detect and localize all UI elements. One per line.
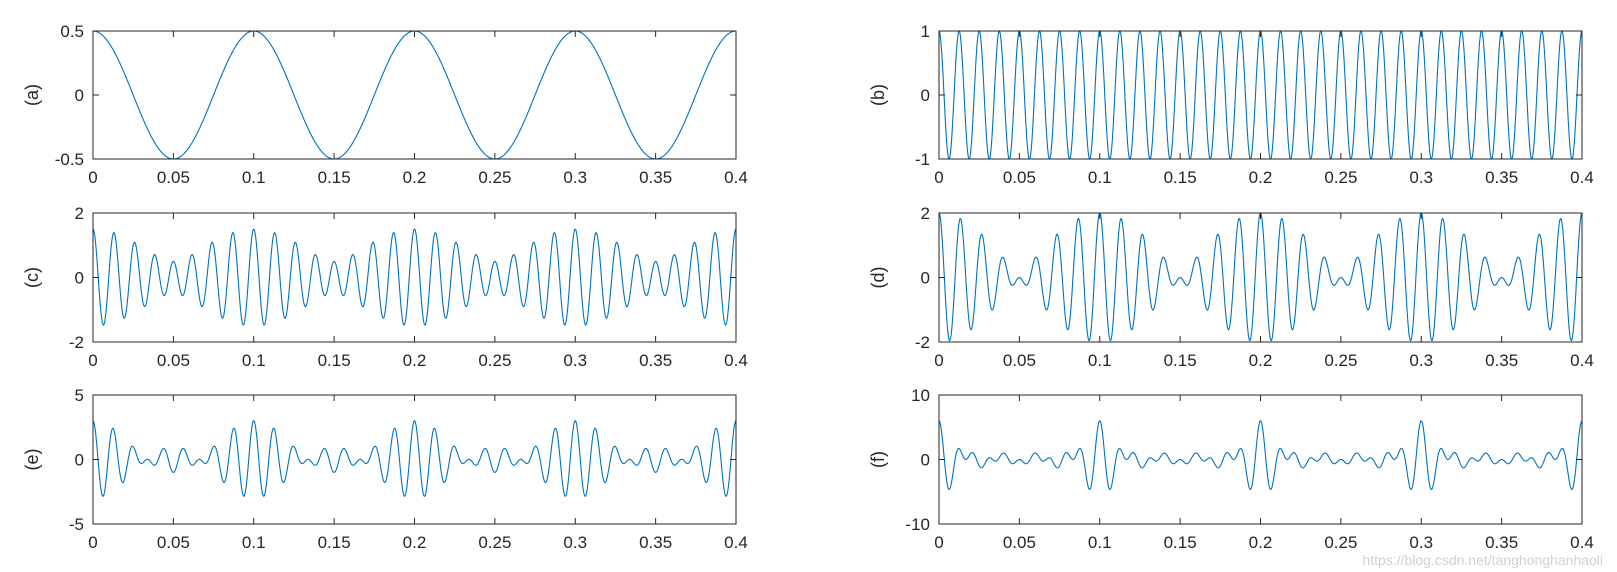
y-tick-label: 2 <box>75 204 84 223</box>
x-tick-label: 0.1 <box>242 168 266 187</box>
x-tick-label: 0.05 <box>157 533 190 552</box>
x-tick-label: 0.4 <box>724 351 748 370</box>
x-tick-label: 0.1 <box>242 533 266 552</box>
x-tick-label: 0.3 <box>1409 351 1433 370</box>
x-tick-label: 0.2 <box>403 351 427 370</box>
x-tick-label: 0.2 <box>403 533 427 552</box>
y-tick-label: 10 <box>911 386 930 405</box>
subplot-d: 0 0.05 0.1 0.15 0.2 0.25 0.3 0.35 0.4-202(d) <box>868 204 1594 370</box>
x-tick-label: 0.2 <box>1249 533 1273 552</box>
signal-line <box>938 212 1583 342</box>
axes-box <box>938 30 1583 160</box>
x-tick-label: 0.25 <box>478 168 511 187</box>
axes-box <box>92 212 737 343</box>
x-tick-label: 0.2 <box>1249 351 1273 370</box>
x-tick-label: 0.05 <box>157 168 190 187</box>
x-tick-label: 0.1 <box>242 351 266 370</box>
x-tick-label: 0.05 <box>1003 351 1036 370</box>
x-tick-label: 0.35 <box>1485 351 1518 370</box>
subplot-c: 0 0.05 0.1 0.15 0.2 0.25 0.3 0.35 0.4-202(c) <box>22 204 748 370</box>
y-tick-label: 0 <box>75 269 84 288</box>
x-tick-label: 0.35 <box>1485 533 1518 552</box>
x-tick-label: 0.25 <box>1324 533 1357 552</box>
x-tick-label: 0 <box>934 351 943 370</box>
x-tick-label: 0.25 <box>1324 351 1357 370</box>
x-tick-label: 0.3 <box>1409 533 1433 552</box>
x-tick-label: 0.3 <box>563 168 587 187</box>
x-tick-label: 0.1 <box>1088 533 1112 552</box>
axes-box <box>92 30 737 160</box>
x-tick-label: 0.15 <box>1164 533 1197 552</box>
x-tick-label: 0 <box>88 168 97 187</box>
y-axis-label: (a) <box>22 84 42 106</box>
x-tick-label: 0.1 <box>1088 168 1112 187</box>
x-tick-label: 0.15 <box>318 168 351 187</box>
subplot-b: 0 0.05 0.1 0.15 0.2 0.25 0.3 0.35 0.4-101(b) <box>868 22 1594 187</box>
x-tick-label: 0.2 <box>403 168 427 187</box>
watermark-text: https://blog.csdn.net/tanghonghanhaoli <box>1362 552 1603 568</box>
x-tick-label: 0.35 <box>639 351 672 370</box>
x-tick-label: 0.25 <box>1324 168 1357 187</box>
x-tick-label: 0.3 <box>563 533 587 552</box>
y-axis-label: (f) <box>868 451 888 468</box>
x-tick-label: 0.35 <box>639 168 672 187</box>
y-tick-label: 0.5 <box>60 22 84 41</box>
y-tick-label: -2 <box>69 333 84 352</box>
x-tick-label: 0.15 <box>318 351 351 370</box>
y-axis-label: (c) <box>22 267 42 288</box>
y-tick-label: 5 <box>75 386 84 405</box>
y-tick-label: -2 <box>915 333 930 352</box>
signal-line <box>938 30 1583 160</box>
y-tick-label: -10 <box>905 515 930 534</box>
x-tick-label: 0 <box>934 533 943 552</box>
x-tick-label: 0.1 <box>1088 351 1112 370</box>
x-tick-label: 0.4 <box>1570 351 1594 370</box>
signal-line <box>92 420 737 497</box>
signal-line <box>938 420 1583 491</box>
x-tick-label: 0.25 <box>478 351 511 370</box>
signal-line <box>92 228 737 326</box>
x-tick-label: 0.15 <box>318 533 351 552</box>
signal-line <box>93 30 736 160</box>
x-tick-label: 0.4 <box>724 533 748 552</box>
y-tick-label: 0 <box>75 86 84 105</box>
x-tick-label: 0.2 <box>1249 168 1273 187</box>
y-axis-label: (e) <box>22 449 42 471</box>
x-tick-label: 0 <box>88 351 97 370</box>
x-tick-label: 0.25 <box>478 533 511 552</box>
y-tick-label: 0 <box>75 451 84 470</box>
y-axis-label: (d) <box>868 267 888 289</box>
y-tick-label: -5 <box>69 515 84 534</box>
axes-box <box>938 212 1583 343</box>
axes-box <box>938 394 1583 525</box>
x-tick-label: 0.15 <box>1164 168 1197 187</box>
y-tick-label: 0 <box>921 451 930 470</box>
x-tick-label: 0.35 <box>639 533 672 552</box>
x-tick-label: 0.4 <box>724 168 748 187</box>
y-tick-label: -1 <box>915 150 930 169</box>
x-tick-label: 0 <box>88 533 97 552</box>
x-tick-label: 0 <box>934 168 943 187</box>
y-tick-label: -0.5 <box>55 150 84 169</box>
y-tick-label: 2 <box>921 204 930 223</box>
y-tick-label: 0 <box>921 86 930 105</box>
x-tick-label: 0.05 <box>1003 168 1036 187</box>
x-tick-label: 0.4 <box>1570 168 1594 187</box>
x-tick-label: 0.4 <box>1570 533 1594 552</box>
axes-box <box>92 394 737 525</box>
x-tick-label: 0.05 <box>1003 533 1036 552</box>
x-tick-label: 0.05 <box>157 351 190 370</box>
x-tick-label: 0.3 <box>1409 168 1433 187</box>
subplot-e: 0 0.05 0.1 0.15 0.2 0.25 0.3 0.35 0.4-505(e) <box>22 386 748 552</box>
x-tick-label: 0.15 <box>1164 351 1197 370</box>
x-tick-label: 0.3 <box>563 351 587 370</box>
y-tick-label: 1 <box>921 22 930 41</box>
y-tick-label: 0 <box>921 269 930 288</box>
x-tick-label: 0.35 <box>1485 168 1518 187</box>
y-axis-label: (b) <box>868 84 888 106</box>
subplot-a: 0 0.05 0.1 0.15 0.2 0.25 0.3 0.35 0.4-0.500.5(a) <box>22 22 748 187</box>
